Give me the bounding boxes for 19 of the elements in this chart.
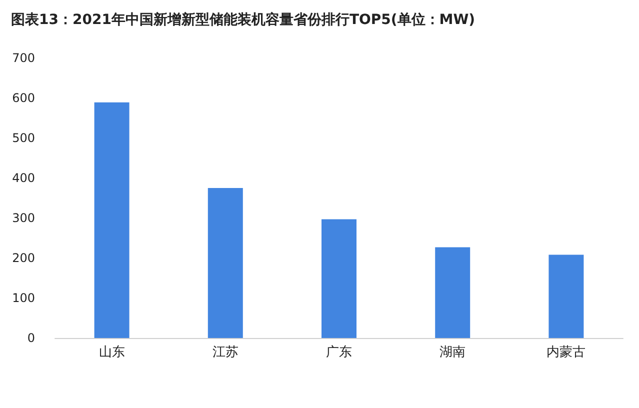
- x-tick-label: 山东: [98, 345, 125, 360]
- bar: [208, 188, 243, 338]
- chart-title: 图表13：2021年中国新增新型储能装机容量省份排行TOP5(单位：MW): [11, 11, 476, 28]
- bar: [322, 219, 356, 338]
- bar: [94, 102, 130, 338]
- y-tick-label: 400: [12, 171, 35, 185]
- x-tick-label: 内蒙古: [546, 345, 586, 360]
- y-tick-label: 300: [12, 211, 35, 225]
- y-tick-label: 0: [27, 331, 35, 345]
- x-tick-label: 江苏: [212, 345, 238, 360]
- bar: [548, 254, 584, 338]
- x-tick-label: 广东: [326, 345, 352, 360]
- y-tick-label: 100: [12, 291, 35, 305]
- y-tick-label: 700: [12, 51, 35, 65]
- x-tick-label: 湖南: [440, 345, 466, 360]
- bar: [435, 247, 470, 338]
- y-tick-label: 600: [12, 91, 35, 105]
- y-tick-label: 200: [12, 251, 35, 265]
- y-tick-label: 500: [12, 131, 35, 145]
